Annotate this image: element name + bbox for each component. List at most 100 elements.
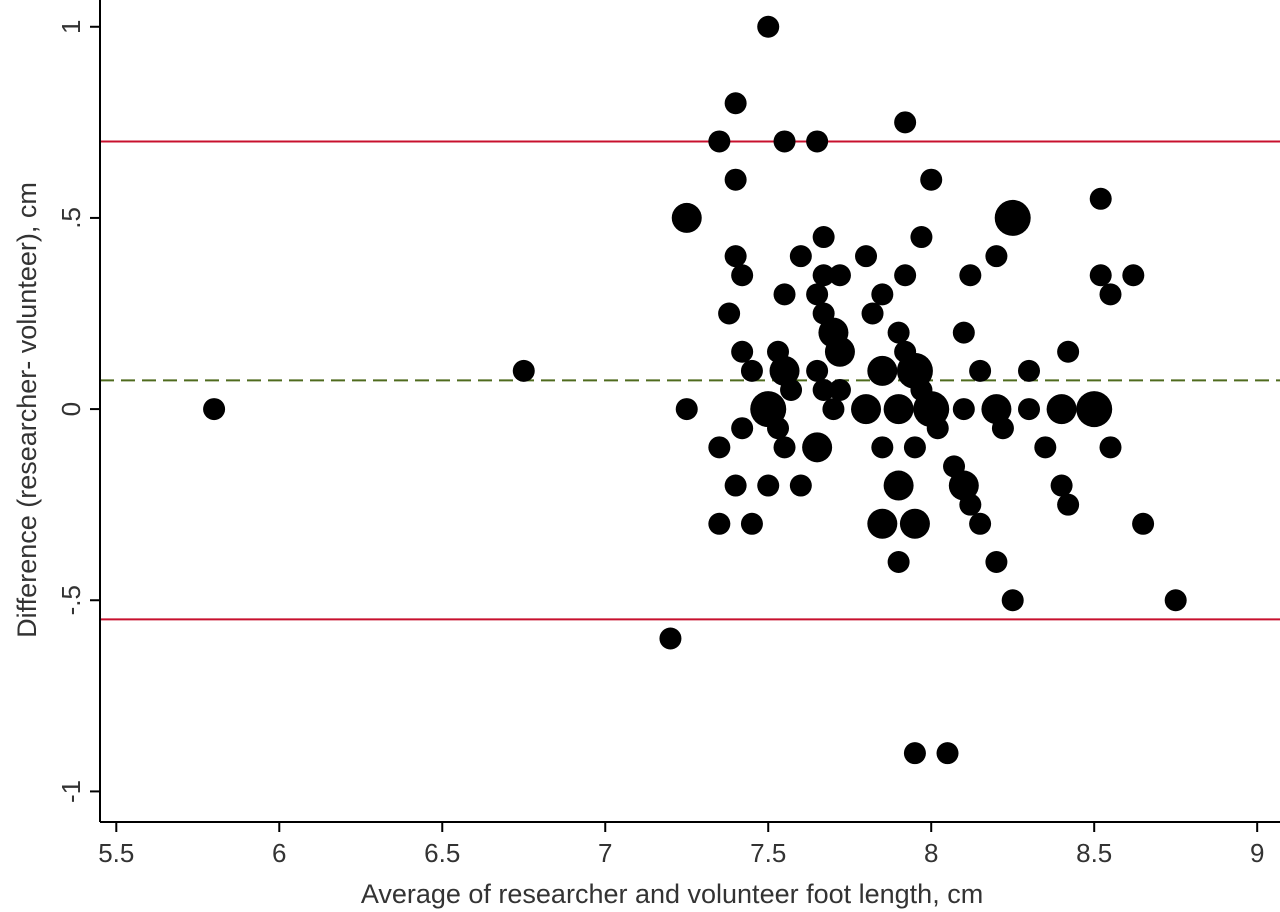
axes: 5.5 6 6.5 7 7.5 8 8.5 9 1 .5 0 -.5 -1: [56, 0, 1280, 868]
data-point: [769, 355, 800, 386]
data-point: [675, 398, 698, 421]
x-tick-label: 6: [272, 838, 286, 868]
data-point: [1076, 391, 1113, 428]
data-point: [948, 470, 979, 501]
data-point: [903, 742, 926, 765]
data-point: [740, 512, 763, 535]
data-point: [867, 508, 898, 539]
x-tick-label: 8.5: [1076, 838, 1112, 868]
data-point: [1164, 589, 1187, 612]
data-point: [731, 340, 754, 363]
x-tick-label: 9: [1250, 838, 1264, 868]
data-point: [767, 417, 790, 440]
data-point: [828, 378, 851, 401]
data-point: [1050, 474, 1073, 497]
data-point: [806, 130, 829, 153]
data-point: [812, 378, 835, 401]
y-tick-label: 0: [56, 402, 86, 416]
data-point: [671, 202, 702, 233]
data-point: [952, 321, 975, 344]
y-tick-label: -1: [56, 780, 86, 803]
data-point: [1018, 398, 1041, 421]
data-point: [828, 264, 851, 287]
data-point: [806, 359, 829, 382]
data-point: [899, 508, 930, 539]
data-point: [851, 394, 882, 425]
data-point: [1099, 436, 1122, 459]
data-point: [659, 627, 682, 650]
data-point: [994, 199, 1031, 236]
data-point: [812, 226, 835, 249]
y-tick-label: -.5: [56, 585, 86, 615]
data-point: [861, 302, 884, 325]
y-tick-label: 1: [56, 20, 86, 34]
data-point: [920, 168, 943, 191]
x-axis-title: Average of researcher and volunteer foot…: [361, 879, 983, 909]
data-point: [1089, 264, 1112, 287]
data-point: [757, 474, 780, 497]
data-point: [894, 264, 917, 287]
data-point: [789, 245, 812, 268]
data-point: [724, 245, 747, 268]
data-point: [731, 417, 754, 440]
data-point: [708, 512, 731, 535]
data-point: [1034, 436, 1057, 459]
data-point: [780, 378, 803, 401]
data-point: [959, 264, 982, 287]
x-tick-label: 5.5: [98, 838, 134, 868]
data-point: [991, 417, 1014, 440]
data-point: [802, 432, 833, 463]
data-point: [855, 245, 878, 268]
data-point: [757, 15, 780, 38]
data-point: [708, 436, 731, 459]
y-tick-label: .5: [56, 207, 86, 229]
data-point: [1057, 340, 1080, 363]
data-point: [1046, 394, 1077, 425]
data-point: [806, 283, 829, 306]
data-point: [871, 283, 894, 306]
data-point: [512, 359, 535, 382]
x-tick-label: 7.5: [750, 838, 786, 868]
data-point: [1001, 589, 1024, 612]
data-point: [724, 474, 747, 497]
data-point: [789, 474, 812, 497]
data-point: [952, 398, 975, 421]
data-point: [1122, 264, 1145, 287]
data-point: [718, 302, 741, 325]
data-point: [1132, 512, 1155, 535]
data-point: [894, 111, 917, 134]
data-point: [887, 551, 910, 574]
data-point: [203, 398, 226, 421]
data-point: [981, 394, 1012, 425]
data-point: [724, 168, 747, 191]
data-point: [824, 336, 855, 367]
data-point: [822, 398, 845, 421]
data-point: [959, 493, 982, 516]
data-point: [926, 417, 949, 440]
data-point: [969, 359, 992, 382]
data-point: [724, 92, 747, 115]
plot-area: [100, 15, 1280, 765]
data-point: [867, 355, 898, 386]
data-point: [969, 512, 992, 535]
data-point: [1089, 187, 1112, 210]
data-point: [708, 130, 731, 153]
data-point: [731, 264, 754, 287]
data-point: [740, 359, 763, 382]
y-axis-title: Difference (researcher- volunteer), cm: [12, 182, 42, 638]
data-point: [985, 551, 1008, 574]
data-point: [883, 470, 914, 501]
x-tick-label: 7: [598, 838, 612, 868]
data-point: [910, 226, 933, 249]
data-point: [883, 394, 914, 425]
data-point: [1099, 283, 1122, 306]
data-point: [985, 245, 1008, 268]
data-point: [903, 436, 926, 459]
data-point: [812, 264, 835, 287]
data-point: [773, 130, 796, 153]
data-point: [871, 436, 894, 459]
x-tick-label: 6.5: [424, 838, 460, 868]
data-point: [887, 321, 910, 344]
data-point: [936, 742, 959, 765]
